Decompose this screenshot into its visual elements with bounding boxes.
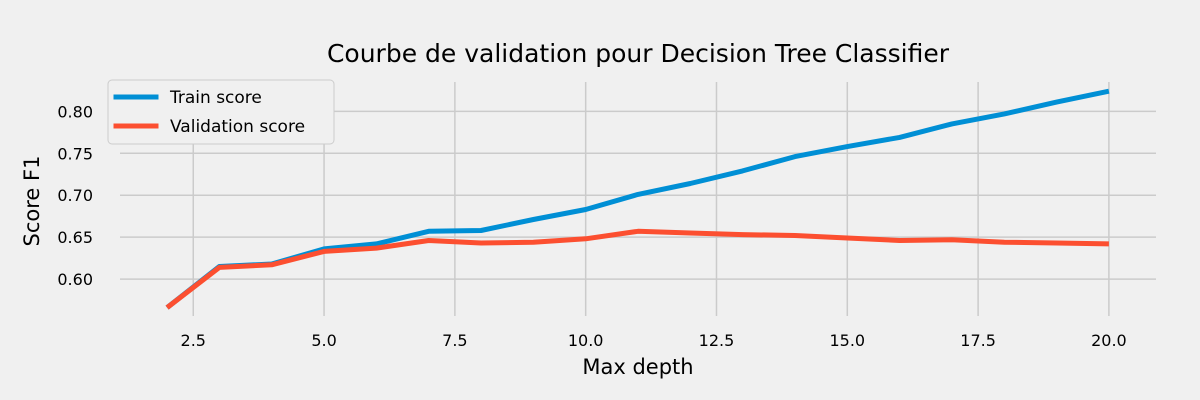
legend-label-validation: Validation score xyxy=(170,117,305,137)
x-tick-label: 10.0 xyxy=(568,331,604,350)
y-tick-labels: 0.60 0.65 0.70 0.75 0.80 xyxy=(57,102,93,289)
y-tick-label: 0.65 xyxy=(57,228,93,247)
x-tick-labels: 2.5 5.0 7.5 10.0 12.5 15.0 17.5 20.0 xyxy=(181,331,1127,350)
y-tick-label: 0.75 xyxy=(57,144,93,163)
legend: Train score Validation score xyxy=(107,79,335,145)
y-axis-label: Score F1 xyxy=(20,156,44,247)
x-tick-label: 17.5 xyxy=(960,331,996,350)
x-tick-label: 7.5 xyxy=(442,331,467,350)
chart-title: Courbe de validation pour Decision Tree … xyxy=(327,39,950,68)
y-tick-label: 0.70 xyxy=(57,186,93,205)
legend-label-train: Train score xyxy=(169,88,262,108)
x-tick-label: 12.5 xyxy=(699,331,735,350)
legend-box xyxy=(107,79,335,145)
x-axis-label: Max depth xyxy=(582,355,693,379)
x-tick-label: 5.0 xyxy=(311,331,336,350)
series-lines xyxy=(165,88,1110,310)
x-tick-label: 2.5 xyxy=(181,331,206,350)
x-tick-label: 20.0 xyxy=(1091,331,1127,350)
y-tick-label: 0.60 xyxy=(57,270,93,289)
x-tick-label: 15.0 xyxy=(829,331,865,350)
validation-score-line xyxy=(165,228,1109,310)
y-tick-label: 0.80 xyxy=(57,102,93,121)
